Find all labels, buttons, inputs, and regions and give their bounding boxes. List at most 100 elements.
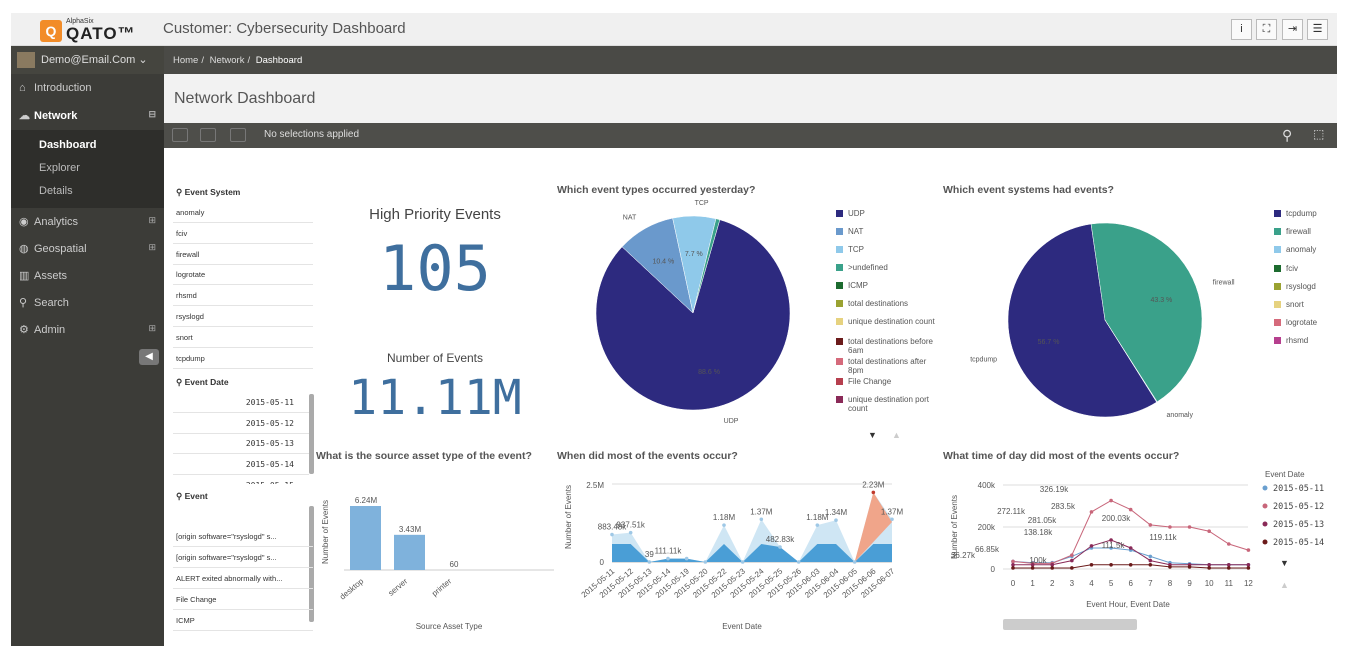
list-item[interactable]: snort	[173, 327, 313, 348]
data-point[interactable]	[1168, 565, 1172, 569]
legend-item[interactable]: total destinations after 8pm	[836, 357, 943, 375]
legend-item[interactable]: unique destination port count	[836, 395, 943, 413]
data-point[interactable]	[1011, 563, 1015, 567]
data-point[interactable]	[1207, 529, 1211, 533]
search-icon[interactable]: ⚲	[1282, 127, 1293, 143]
data-point[interactable]	[1246, 548, 1251, 552]
data-point[interactable]	[852, 560, 857, 564]
legend-item[interactable]: logrotate	[1274, 318, 1346, 327]
collapse-icon[interactable]: ⊟	[148, 109, 156, 119]
list-item[interactable]: tcpdump	[173, 348, 313, 369]
event-types-pie[interactable]: 88.6 % UDP 10.4 % NAT 7.7 % TCP	[560, 200, 830, 430]
expand-icon[interactable]: ⊞	[148, 323, 156, 333]
legend-item[interactable]: TCP	[836, 245, 943, 254]
data-point[interactable]	[1011, 566, 1015, 570]
legend-label[interactable]: 2015-05-14	[1273, 538, 1324, 548]
data-point[interactable]	[1109, 563, 1113, 567]
data-point[interactable]	[740, 560, 745, 564]
data-point[interactable]	[1030, 563, 1035, 567]
pie-slice-UDP[interactable]	[595, 219, 791, 411]
data-point[interactable]	[684, 556, 689, 561]
data-point[interactable]	[1226, 563, 1231, 567]
sidebar-item-admin[interactable]: ⚙ Admin ⊞	[11, 317, 164, 343]
list-item[interactable]: fciv	[173, 223, 313, 244]
legend-item[interactable]: File Change	[836, 377, 943, 386]
data-point[interactable]	[610, 532, 614, 537]
pie-slice-anomaly[interactable]	[1104, 319, 1158, 403]
data-point[interactable]	[834, 518, 838, 522]
event-date-scrollbar[interactable]	[309, 394, 314, 474]
sidebar-item-network[interactable]: ☁ Network ⊟	[11, 103, 164, 129]
step-back-icon[interactable]	[172, 128, 188, 142]
pie-slice-firewall[interactable]	[1090, 222, 1203, 403]
data-point[interactable]	[1226, 542, 1231, 546]
sidebar-item-introduction[interactable]: ⌂ Introduction	[11, 76, 164, 102]
time-of-day-scrollbar[interactable]	[1003, 619, 1137, 630]
legend-item[interactable]: UDP	[836, 209, 943, 218]
data-point[interactable]	[1148, 523, 1153, 527]
data-point[interactable]	[1089, 544, 1094, 548]
data-point[interactable]	[1089, 510, 1094, 514]
event-systems-pie[interactable]: 56.7 % tcpdump 43.3 % firewall anomaly	[960, 200, 1240, 430]
legend-item[interactable]: total destinations	[836, 299, 943, 308]
legend-item[interactable]: rhsmd	[1274, 336, 1346, 345]
legend-item[interactable]: tcpdump	[1274, 209, 1346, 218]
sidebar-item-search[interactable]: ⚲ Search	[11, 290, 164, 316]
data-point[interactable]	[1148, 558, 1153, 563]
list-item[interactable]: ICMP	[173, 610, 313, 631]
list-item[interactable]: 2015-05-12	[173, 413, 309, 434]
data-point[interactable]	[1148, 554, 1153, 559]
data-point[interactable]	[1207, 563, 1211, 567]
data-point[interactable]	[1187, 525, 1192, 529]
list-item[interactable]: logrotate	[173, 264, 313, 286]
info-button[interactable]: i	[1231, 19, 1252, 40]
menu-button[interactable]: ☰	[1307, 19, 1328, 40]
data-point[interactable]	[815, 523, 820, 527]
step-forward-icon[interactable]	[200, 128, 216, 142]
list-item[interactable]: [origin software="rsyslogd" s...	[173, 526, 313, 547]
data-point[interactable]	[628, 530, 633, 535]
data-point[interactable]	[1050, 566, 1055, 570]
data-point[interactable]	[722, 523, 726, 527]
data-point[interactable]	[1207, 566, 1211, 570]
breadcrumb-home[interactable]: Home	[173, 55, 199, 66]
data-point[interactable]	[666, 556, 670, 561]
list-item[interactable]: 2015-05-14	[173, 454, 309, 476]
app-logo[interactable]: Q AlphaSix QATO™	[40, 18, 135, 43]
expand-icon[interactable]: ⊞	[148, 215, 156, 225]
selection-tool-icon[interactable]: ⬚	[1313, 127, 1325, 141]
legend-item[interactable]: total destinations before 6am	[836, 337, 943, 355]
legend-item[interactable]: fciv	[1274, 264, 1346, 273]
data-point[interactable]	[871, 490, 876, 495]
legend-scroll-up-icon[interactable]: ▲	[892, 430, 901, 440]
data-point[interactable]	[1109, 546, 1113, 550]
data-point[interactable]	[1187, 565, 1192, 569]
bar-server[interactable]	[394, 534, 425, 570]
legend-scroll-up-icon[interactable]: ▲	[1280, 580, 1289, 590]
data-point[interactable]	[703, 560, 708, 564]
legend-item[interactable]: firewall	[1274, 227, 1346, 236]
asset-type-bar-chart[interactable]: Number of Events 6.24M desktop 3.43M server 6…	[316, 462, 556, 637]
data-point[interactable]	[778, 545, 782, 549]
legend-scroll-down-icon[interactable]: ▼	[1280, 558, 1289, 568]
data-point[interactable]	[1168, 525, 1172, 529]
bar-desktop[interactable]	[350, 506, 381, 570]
logout-button[interactable]: ⇥	[1282, 19, 1303, 40]
legend-item[interactable]: >undefined	[836, 263, 943, 272]
list-item[interactable]: rhsmd	[173, 285, 313, 307]
data-point[interactable]	[1070, 566, 1074, 570]
sidebar-item-analytics[interactable]: ◉ Analytics ⊞	[11, 209, 164, 235]
data-point[interactable]	[1070, 553, 1074, 557]
data-point[interactable]	[1011, 559, 1015, 564]
legend-label[interactable]: 2015-05-11	[1273, 484, 1324, 494]
data-point[interactable]	[1128, 507, 1133, 512]
legend-label[interactable]: 2015-05-12	[1273, 502, 1324, 512]
collapse-sidebar-button[interactable]: ◀	[139, 349, 159, 365]
event-scrollbar[interactable]	[309, 506, 314, 622]
breadcrumb-network[interactable]: Network	[209, 55, 245, 66]
data-point[interactable]	[1246, 563, 1251, 567]
fullscreen-button[interactable]: ⛶	[1256, 19, 1277, 40]
legend-item[interactable]: ICMP	[836, 281, 943, 290]
legend-scroll-down-icon[interactable]: ▼	[868, 430, 877, 440]
